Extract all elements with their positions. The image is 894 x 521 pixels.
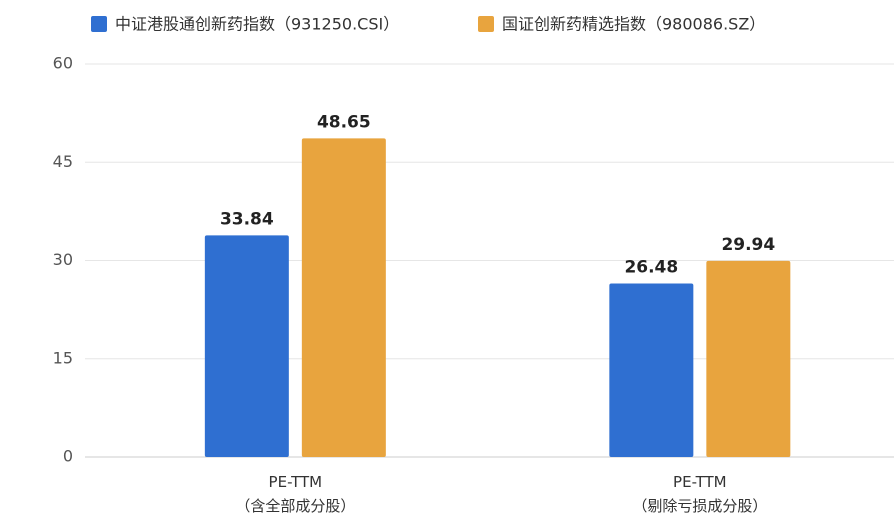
y-tick-label: 0 [63,447,73,466]
y-tick-label: 30 [53,250,73,269]
legend-label: 中证港股通创新药指数（931250.CSI） [115,15,399,34]
legend-swatch [478,16,494,32]
x-tick-label: PE-TTM （含全部成分股） [235,473,356,515]
value-label: 26.48 [624,258,678,278]
y-tick-label: 45 [53,152,73,171]
legend-swatch [91,16,107,32]
value-label: 29.94 [721,235,775,255]
bar [609,283,694,457]
y-tick-label: 60 [53,54,73,73]
bar [706,260,791,457]
value-label: 48.65 [317,112,371,132]
value-label: 33.84 [220,209,274,229]
legend-label: 国证创新药精选指数（980086.SZ） [502,15,765,34]
y-tick-label: 15 [53,348,73,367]
bar [204,235,289,457]
x-tick-label: PE-TTM （剔除亏损成分股） [632,473,768,515]
bar [301,138,386,457]
